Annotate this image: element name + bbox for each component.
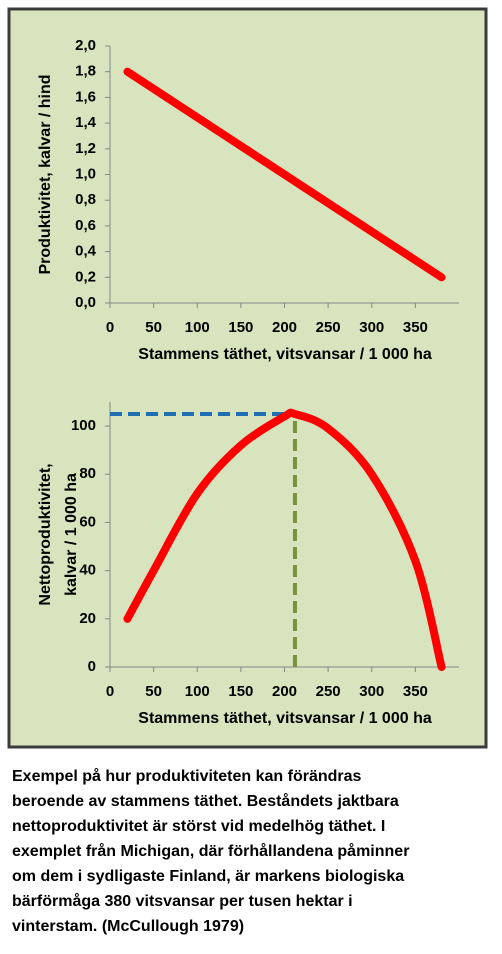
x-tick-label: 250 xyxy=(316,319,341,336)
x-tick-label: 350 xyxy=(403,319,428,336)
y-tick-label: 1,8 xyxy=(75,63,96,80)
x-tick-label: 300 xyxy=(359,319,384,336)
y-axis-title: kalvar / 1 000 ha xyxy=(63,473,80,596)
caption-line: om dem i sydligaste Finland, är markens … xyxy=(12,868,404,885)
caption-line: vinterstam. (McCullough 1979) xyxy=(12,918,244,935)
x-tick-label: 150 xyxy=(228,319,253,336)
y-tick-label: 1,2 xyxy=(75,140,96,157)
x-tick-label: 0 xyxy=(106,683,114,700)
x-tick-label: 300 xyxy=(359,683,384,700)
x-tick-label: 150 xyxy=(228,683,253,700)
x-tick-label: 350 xyxy=(403,683,428,700)
y-tick-label: 0,0 xyxy=(75,294,96,311)
y-tick-label: 20 xyxy=(79,610,96,627)
y-tick-label: 0 xyxy=(88,658,96,675)
x-axis-title: Stammens täthet, vitsvansar / 1 000 ha xyxy=(138,710,432,727)
caption-line: exemplet från Michigan, där förhållanden… xyxy=(12,842,409,860)
y-tick-label: 1,6 xyxy=(75,88,96,105)
caption-line: Exempel på hur produktiviteten kan förän… xyxy=(12,767,362,785)
y-tick-label: 0,6 xyxy=(75,217,96,234)
y-tick-label: 0,2 xyxy=(75,268,96,285)
data-line xyxy=(123,408,446,671)
y-axis-title: Produktivitet, kalvar / hind xyxy=(37,74,54,274)
x-tick-label: 50 xyxy=(145,319,162,336)
y-tick-label: 1,0 xyxy=(75,165,96,182)
y-tick-label: 0,4 xyxy=(75,243,97,260)
y-tick-label: 80 xyxy=(79,465,96,482)
x-tick-label: 100 xyxy=(185,319,210,336)
panel xyxy=(7,7,488,749)
y-tick-label: 2,0 xyxy=(75,37,96,54)
x-tick-label: 50 xyxy=(145,683,162,700)
y-tick-label: 40 xyxy=(79,562,96,579)
x-tick-label: 200 xyxy=(272,683,297,700)
y-tick-label: 0,8 xyxy=(75,191,96,208)
y-tick-label: 100 xyxy=(71,417,96,434)
data-line xyxy=(123,67,446,282)
x-tick-label: 200 xyxy=(272,319,297,336)
caption-line: bärförmåga 380 vitsvansar per tusen hekt… xyxy=(12,892,353,910)
x-axis-title: Stammens täthet, vitsvansar / 1 000 ha xyxy=(138,346,432,363)
y-tick-label: 1,4 xyxy=(75,114,97,131)
y-axis-title: Nettoproduktivitet, xyxy=(37,463,54,605)
y-tick-label: 60 xyxy=(79,513,96,530)
x-tick-label: 100 xyxy=(185,683,210,700)
x-tick-label: 250 xyxy=(316,683,341,700)
x-tick-label: 0 xyxy=(106,319,114,336)
caption-line: beroende av stammens täthet. Beståndets … xyxy=(12,792,399,810)
caption-line: nettoproduktivitet är störst vid medelhö… xyxy=(12,818,385,835)
